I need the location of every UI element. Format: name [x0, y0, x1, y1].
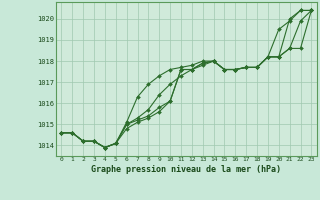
X-axis label: Graphe pression niveau de la mer (hPa): Graphe pression niveau de la mer (hPa): [92, 165, 281, 174]
